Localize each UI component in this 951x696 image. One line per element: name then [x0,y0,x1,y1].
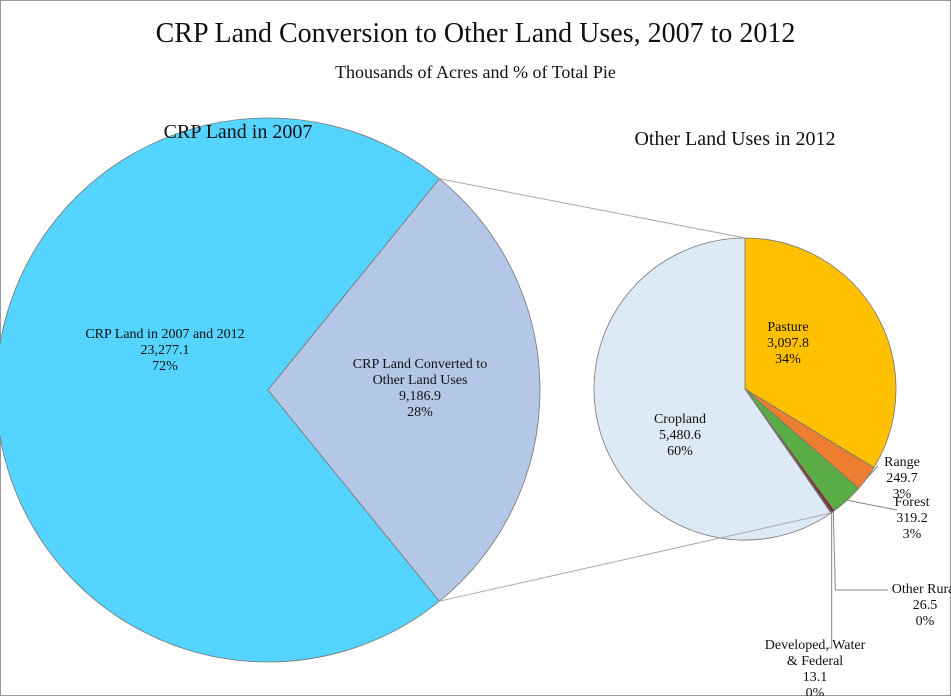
slice-label: Range 249.7 3% [867,455,937,503]
pie-slice [0,117,440,663]
leader-line [847,499,898,511]
leader-line [827,512,833,649]
connector-line [439,178,746,239]
value-label: 319.2 [896,511,928,526]
category-label: Forest [894,495,930,510]
percent-label: 0% [915,614,935,629]
percent-label: 0% [805,686,825,696]
value-label: 5,480.6 [659,428,701,443]
slice-label: Other Rural26.50% [880,582,951,630]
percent-label: 3% [892,487,912,502]
pie-slice [267,178,541,602]
slice-label: Cropland 5,480.6 60% [630,412,730,460]
value-label: 249.7 [886,471,918,486]
slice-label: CRP Land in 2007 and 2012 23,277.1 72% [55,327,275,375]
category-label: Range [884,455,920,470]
category-label: Cropland [653,412,707,427]
chart-title: CRP Land Conversion to Other Land Uses, … [155,18,796,49]
category-label: Other Rural [891,582,951,597]
percent-label: 34% [775,352,801,367]
pie-slice [744,237,897,469]
slice-label: Pasture 3,097.8 34% [738,320,838,368]
percent-label: 72% [152,359,178,374]
category-label: Developed, Water & Federal [764,638,866,669]
chart-subtitle: Thousands of Acres and % of Total Pie [335,62,616,82]
value-label: 23,277.1 [140,343,190,358]
category-label: Pasture [767,320,809,335]
slice-label: Forest 319.2 3% [882,495,942,543]
percent-label: 3% [902,527,922,542]
value-label: 9,186.9 [399,389,441,404]
slice-label: Developed, Water & Federal 13.1 0% [760,638,870,696]
slice-label: CRP Land Converted to Other Land Uses 9,1… [350,357,490,421]
connector-line [439,512,832,602]
percent-label: 28% [407,405,433,420]
category-label: CRP Land in 2007 and 2012 [85,327,245,342]
leader-line [832,511,888,591]
pie-slice [593,237,832,541]
value-label: 3,097.8 [767,336,809,351]
pie-title: CRP Land in 2007 [163,121,313,143]
percent-label: 60% [667,444,693,459]
value-label: 13.1 [802,670,828,685]
pie-title: Other Land Uses in 2012 [634,128,836,150]
leader-line [866,465,879,479]
value-label: 26.5 [912,598,938,613]
category-label: CRP Land Converted to Other Land Uses [352,357,488,388]
